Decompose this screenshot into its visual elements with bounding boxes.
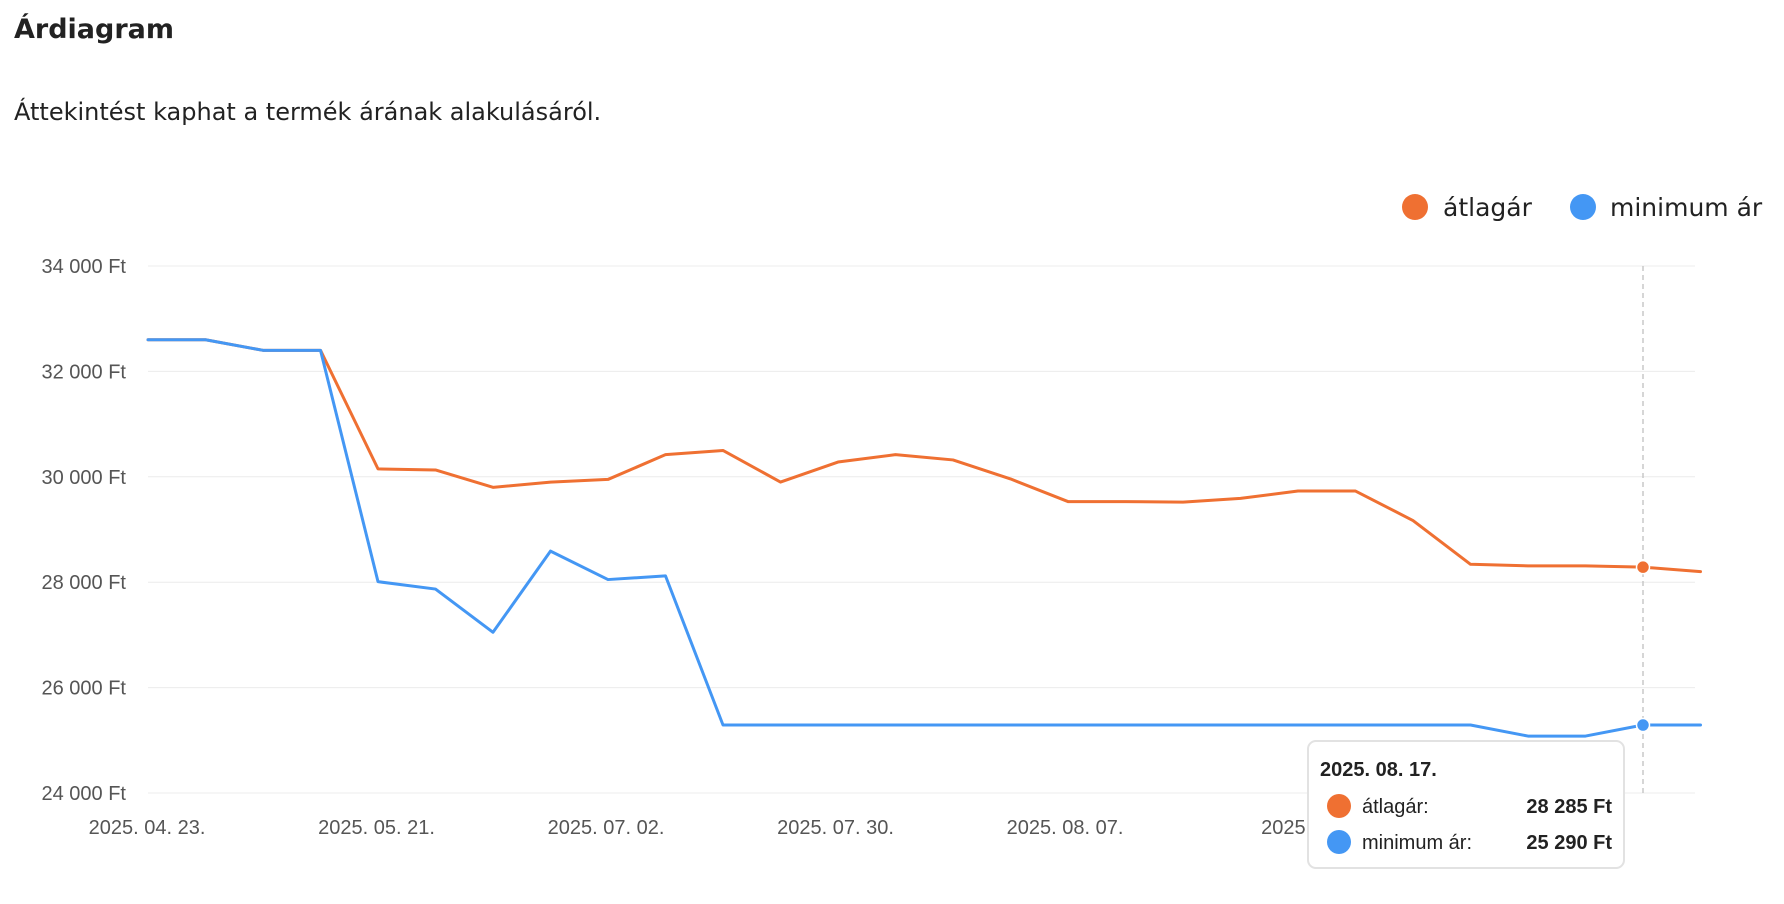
highlight-point-atlagar[interactable] [1635, 559, 1651, 575]
y-tick-label: 24 000 Ft [41, 783, 126, 805]
y-tick-label: 34 000 Ft [41, 256, 126, 278]
series-line-atlagar[interactable] [146, 338, 1702, 574]
x-tick-label: 2025. 07. 02. [548, 817, 665, 839]
series-line-minimum-ar[interactable] [146, 338, 1702, 738]
tooltip-label: átlagár: [1362, 796, 1429, 818]
legend-item-atlagar[interactable]: átlagár [1443, 193, 1533, 222]
y-tick-label: 26 000 Ft [41, 678, 126, 700]
y-tick-label: 32 000 Ft [41, 361, 126, 383]
tooltip-label: minimum ár: [1362, 832, 1472, 854]
tooltip-box [1307, 740, 1625, 869]
legend-marker [1570, 194, 1596, 220]
x-tick-label: 2025. 07. 30. [777, 817, 894, 839]
highlight-point-minimum-ar[interactable] [1635, 717, 1651, 733]
tooltip-date: 2025. 08. 17. [1320, 759, 1437, 781]
y-tick-label: 28 000 Ft [41, 572, 126, 594]
y-tick-label: 30 000 Ft [41, 467, 126, 489]
tooltip-marker [1327, 794, 1351, 818]
legend-item-minimum-ar[interactable]: minimum ár [1610, 193, 1763, 222]
x-tick-label: 2025. 08. 07. [1007, 817, 1124, 839]
page-title: Árdiagram [14, 14, 175, 45]
tooltip-marker [1327, 830, 1351, 854]
tooltip-value: 28 285 Ft [1526, 796, 1612, 818]
x-tick-label: 2025. 04. 23. [89, 817, 206, 839]
legend-marker [1402, 194, 1428, 220]
x-tick-label: 2025. 05. 21. [318, 817, 435, 839]
page-subtitle: Áttekintést kaphat a termék árának alaku… [14, 98, 602, 126]
tooltip-value: 25 290 Ft [1526, 832, 1612, 854]
